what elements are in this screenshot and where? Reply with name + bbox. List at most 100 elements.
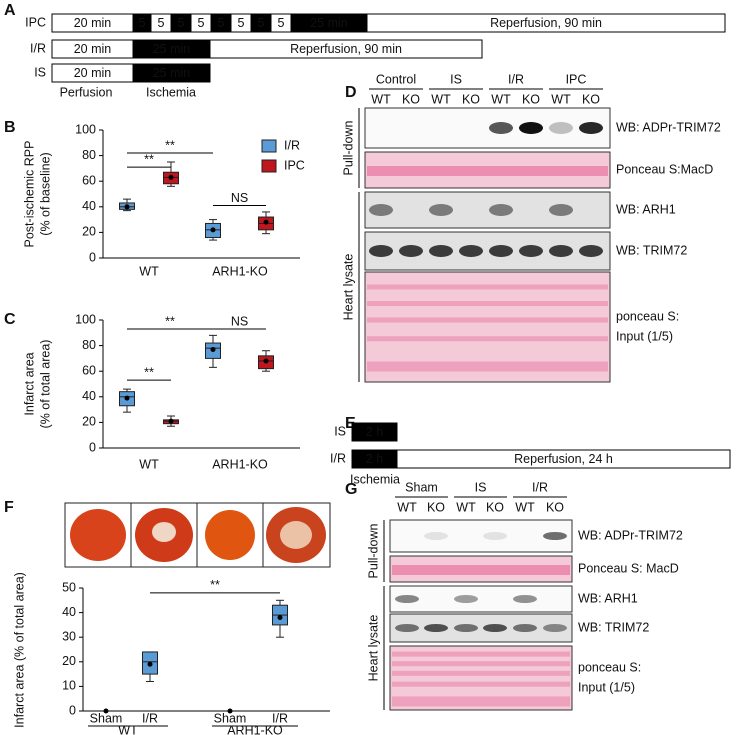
blot-band: [454, 595, 478, 603]
mean: [103, 708, 109, 714]
label: Reperfusion, 24 h: [514, 452, 613, 466]
label: Heart lysate: [366, 615, 380, 682]
label: 20 min: [74, 42, 112, 56]
blot-band: [489, 245, 513, 257]
heart-slice: [205, 510, 255, 560]
label: Pull-down: [341, 121, 355, 176]
label: 25 min: [153, 66, 191, 80]
label: (% of total area): [38, 340, 52, 429]
label: 40: [82, 199, 96, 213]
label: WT: [431, 92, 451, 106]
blot-band: [399, 245, 423, 257]
panel-label: A: [4, 2, 16, 19]
label: Sham: [90, 711, 123, 725]
label: 100: [75, 122, 96, 136]
label: Perfusion: [60, 85, 113, 99]
label: KO: [486, 500, 504, 514]
label: 5: [278, 16, 285, 30]
blot-band: [483, 532, 507, 540]
mean: [263, 358, 269, 364]
label: 80: [82, 338, 96, 352]
blot-band: [543, 624, 567, 632]
legend-swatch: [261, 159, 277, 173]
heart-infarct: [152, 522, 176, 542]
blot-band: [424, 532, 448, 540]
label: 60: [82, 173, 96, 187]
label: 2 h: [366, 425, 383, 439]
label: Reperfusion, 90 min: [490, 16, 602, 30]
blot-band: [549, 245, 573, 257]
mean: [124, 395, 130, 401]
label: ARH1-KO: [212, 457, 268, 471]
label: I/R: [272, 711, 288, 725]
label: WT: [515, 500, 535, 514]
blot-band: [424, 624, 448, 632]
blot-band: [543, 532, 567, 540]
blot-band: [367, 336, 608, 342]
label: Infarct area: [22, 352, 36, 415]
label: IS: [450, 72, 462, 86]
label: 5: [178, 16, 185, 30]
panel-label: B: [4, 119, 16, 136]
blot-band: [549, 122, 573, 134]
label: 20: [82, 225, 96, 239]
label: I/R: [508, 72, 524, 86]
label: Sham: [405, 480, 438, 494]
panel-label: D: [345, 84, 357, 101]
label: WB: ARH1: [578, 591, 638, 605]
label: WT: [397, 500, 417, 514]
label: WT: [491, 92, 511, 106]
mean: [168, 174, 174, 180]
label: ARH1-KO: [212, 264, 268, 278]
blot-band: [429, 245, 453, 257]
label: 60: [82, 363, 96, 377]
blot-band: [489, 122, 513, 134]
label: NS: [231, 314, 248, 328]
label: Ischemia: [350, 472, 400, 486]
blot-band: [392, 681, 570, 687]
heart-images: [64, 502, 331, 568]
label: I/R: [532, 480, 548, 494]
blot-band: [367, 166, 608, 176]
label: WT: [139, 264, 159, 278]
timeline-segment: [366, 13, 726, 33]
panel-label: F: [4, 499, 14, 516]
label: WT: [551, 92, 571, 106]
label: Infarct area (% of total area): [12, 572, 26, 728]
label: 5: [139, 16, 146, 30]
label: 20: [82, 415, 96, 429]
label: IPC: [284, 158, 305, 172]
label: Reperfusion, 90 min: [290, 42, 402, 56]
label: Ponceau S: MacD: [578, 561, 679, 575]
label: 30: [62, 629, 76, 643]
label: WT: [118, 723, 138, 735]
label: 2 h: [366, 452, 383, 466]
blot-band: [459, 245, 483, 257]
label: KO: [546, 500, 564, 514]
blot-band: [369, 245, 393, 257]
label: **: [210, 578, 220, 592]
mean: [277, 615, 283, 621]
blot-band: [395, 595, 419, 603]
label: WB: ADPr-TRIM72: [578, 528, 683, 542]
mean: [210, 227, 216, 233]
label: Ponceau S:MacD: [616, 162, 713, 176]
label: (% of baseline): [38, 152, 52, 235]
blot-band: [579, 122, 603, 134]
label: ponceau S:: [616, 309, 679, 323]
label: KO: [427, 500, 445, 514]
label: KO: [402, 92, 420, 106]
label: NS: [231, 191, 248, 205]
label: WT: [456, 500, 476, 514]
label: WB: ARH1: [616, 202, 676, 216]
label: 5: [238, 16, 245, 30]
blot: [389, 613, 573, 643]
blot-band: [549, 204, 573, 216]
panel-label: E: [345, 415, 356, 432]
label: 80: [82, 148, 96, 162]
timeline-segment: [132, 63, 211, 83]
label: 50: [62, 580, 76, 594]
blot-band: [367, 301, 608, 306]
label: 100: [75, 312, 96, 326]
blot: [364, 191, 611, 229]
